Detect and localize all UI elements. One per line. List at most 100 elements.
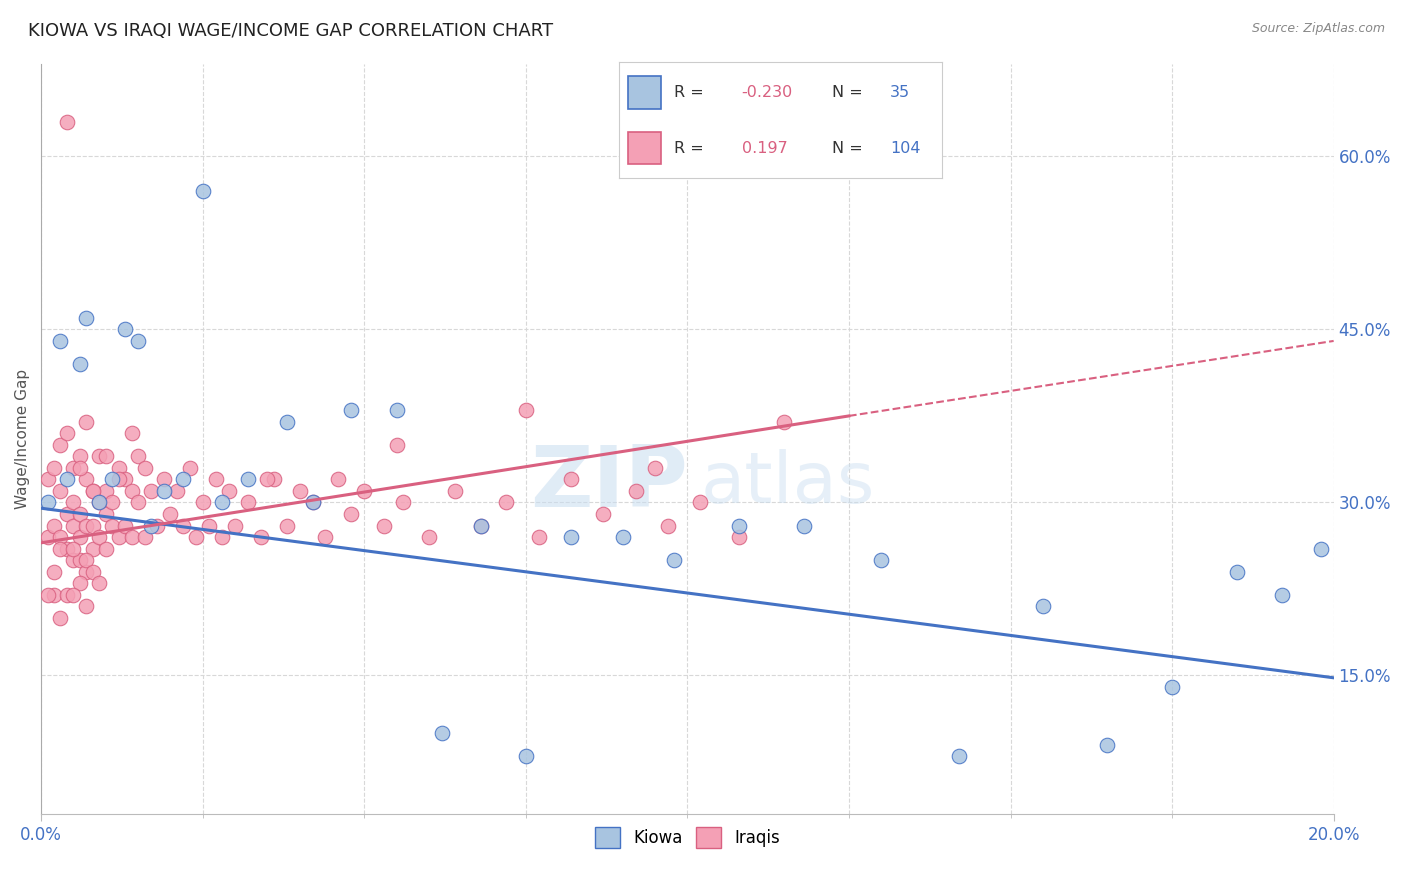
Point — [37, 588, 59, 602]
Point — [328, 472, 350, 486]
Point — [153, 483, 176, 498]
Point — [56, 426, 79, 441]
Point — [592, 507, 614, 521]
Point — [49, 541, 72, 556]
Point — [198, 518, 221, 533]
Point — [69, 530, 91, 544]
Point — [82, 565, 104, 579]
Text: ZIP: ZIP — [530, 442, 688, 525]
Text: -0.230: -0.230 — [741, 85, 793, 100]
Text: N =: N = — [832, 85, 863, 100]
Point — [75, 518, 97, 533]
Point — [250, 530, 273, 544]
Point — [560, 472, 582, 486]
Text: KIOWA VS IRAQI WAGE/INCOME GAP CORRELATION CHART: KIOWA VS IRAQI WAGE/INCOME GAP CORRELATI… — [28, 22, 553, 40]
Point — [94, 450, 117, 464]
Point — [166, 483, 188, 498]
Point — [301, 495, 323, 509]
Point — [224, 518, 246, 533]
Point — [42, 460, 65, 475]
Point — [89, 495, 111, 509]
Point — [89, 450, 111, 464]
Text: R =: R = — [673, 141, 703, 156]
Point — [75, 553, 97, 567]
Point — [146, 518, 169, 533]
Point — [353, 483, 375, 498]
Legend: Kiowa, Iraqis: Kiowa, Iraqis — [588, 821, 786, 855]
Point — [191, 495, 214, 509]
Point — [69, 460, 91, 475]
Point — [49, 483, 72, 498]
Point — [89, 576, 111, 591]
Point — [42, 518, 65, 533]
Point — [75, 415, 97, 429]
Point — [236, 472, 259, 486]
Point — [134, 460, 156, 475]
Point — [728, 530, 751, 544]
Point — [515, 749, 537, 764]
Point — [689, 495, 711, 509]
Point — [1226, 565, 1249, 579]
Point — [82, 483, 104, 498]
Point — [1097, 738, 1119, 752]
Point — [624, 483, 647, 498]
Point — [159, 507, 181, 521]
Point — [49, 530, 72, 544]
Point — [82, 483, 104, 498]
Point — [107, 530, 129, 544]
Point — [121, 530, 143, 544]
Point — [75, 565, 97, 579]
Point — [82, 541, 104, 556]
Point — [392, 495, 415, 509]
Point — [69, 450, 91, 464]
Point — [37, 495, 59, 509]
FancyBboxPatch shape — [628, 132, 661, 164]
Point — [1309, 541, 1331, 556]
Point — [127, 495, 149, 509]
Point — [172, 472, 194, 486]
Point — [62, 553, 84, 567]
Point — [134, 530, 156, 544]
Text: 35: 35 — [890, 85, 911, 100]
Point — [62, 541, 84, 556]
Point — [443, 483, 465, 498]
Point — [75, 599, 97, 614]
Point — [94, 483, 117, 498]
Point — [101, 495, 124, 509]
Point — [276, 415, 298, 429]
Point — [56, 507, 79, 521]
Point — [94, 541, 117, 556]
Point — [340, 507, 363, 521]
Point — [101, 472, 124, 486]
Point — [793, 518, 815, 533]
Point — [385, 438, 408, 452]
Point — [314, 530, 336, 544]
Point — [263, 472, 285, 486]
Point — [870, 553, 893, 567]
Point — [42, 588, 65, 602]
Point — [127, 450, 149, 464]
Point — [644, 460, 666, 475]
Point — [385, 403, 408, 417]
Point — [948, 749, 970, 764]
Point — [75, 472, 97, 486]
Point — [1161, 680, 1184, 694]
Point — [179, 460, 201, 475]
Point — [191, 184, 214, 198]
Point — [89, 495, 111, 509]
Text: atlas: atlas — [700, 450, 875, 518]
Point — [114, 472, 136, 486]
Point — [69, 357, 91, 371]
Point — [560, 530, 582, 544]
Point — [89, 530, 111, 544]
Point — [121, 426, 143, 441]
Point — [101, 518, 124, 533]
Text: Source: ZipAtlas.com: Source: ZipAtlas.com — [1251, 22, 1385, 36]
Point — [49, 334, 72, 348]
Point — [139, 483, 162, 498]
Point — [37, 472, 59, 486]
Point — [75, 310, 97, 325]
Point — [301, 495, 323, 509]
Point — [218, 483, 240, 498]
Point — [236, 495, 259, 509]
